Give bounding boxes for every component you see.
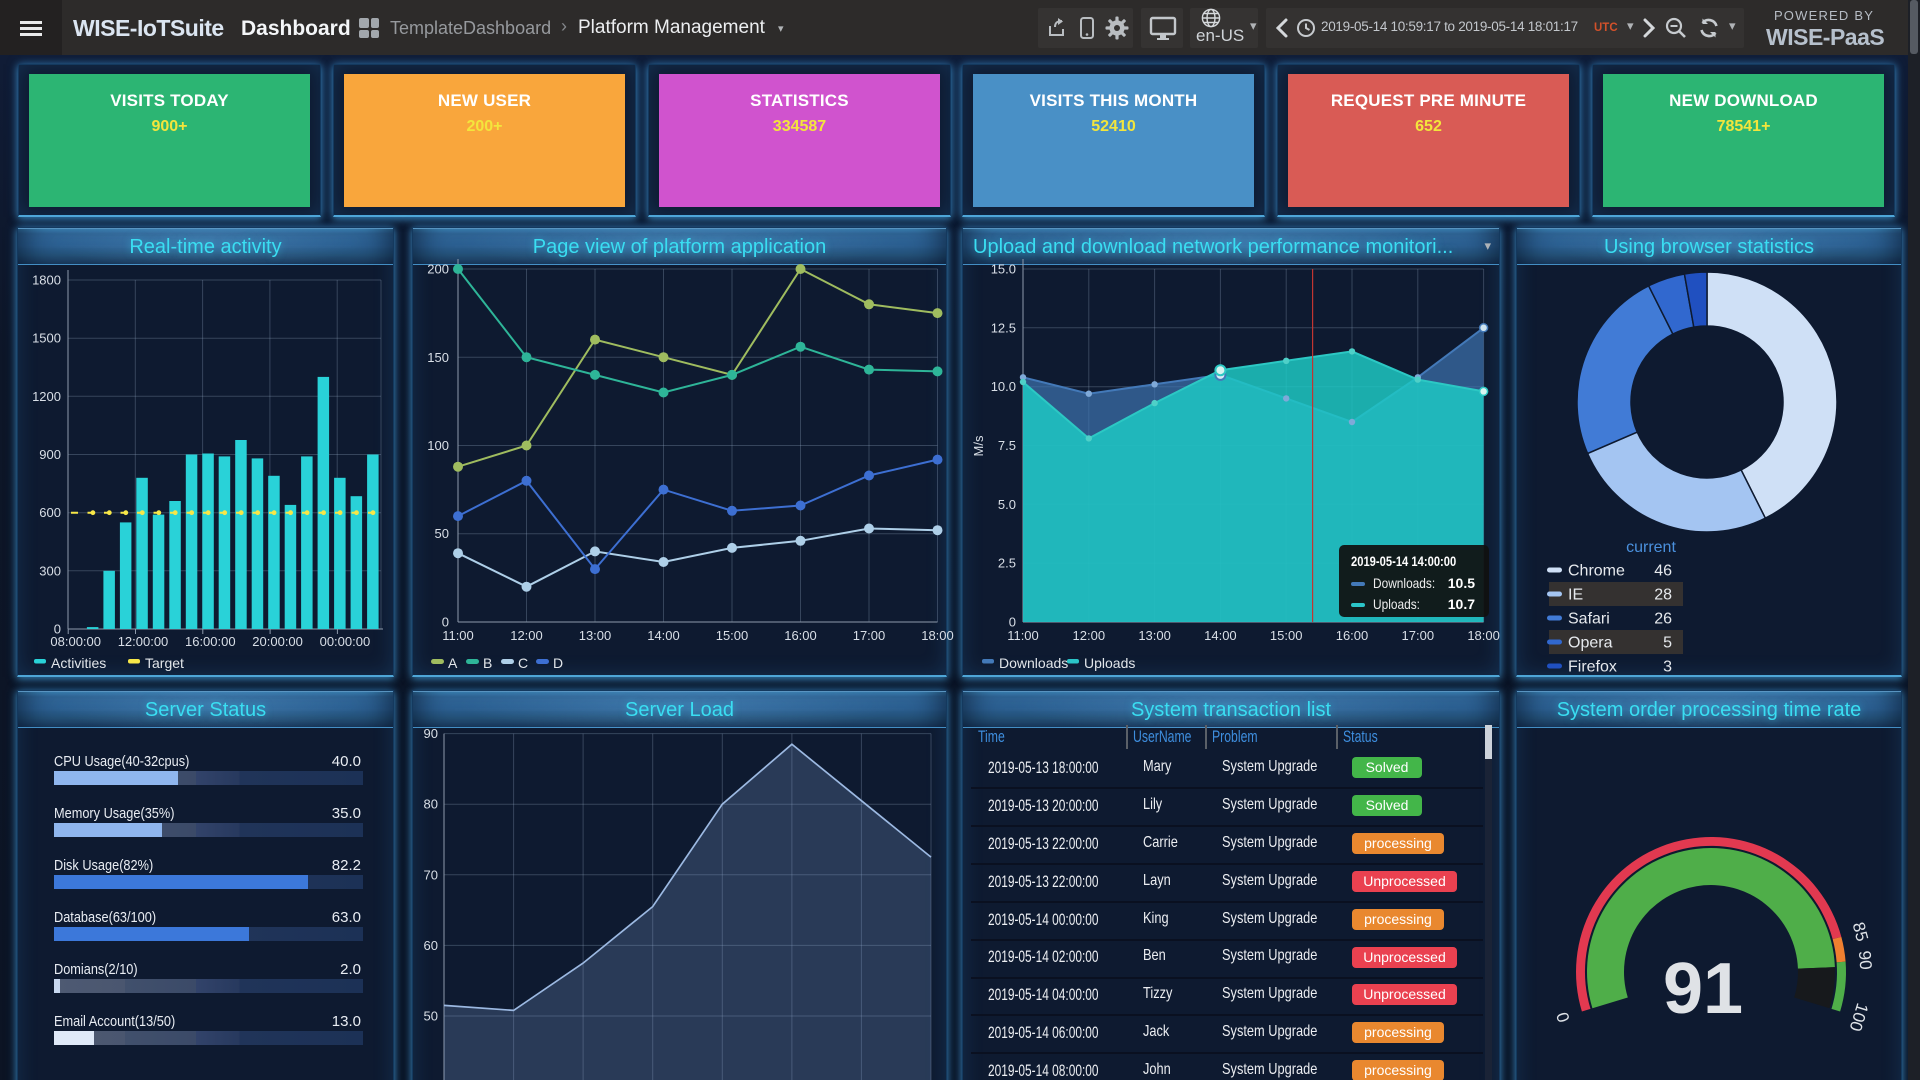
svg-text:80: 80 (424, 797, 438, 812)
svg-text:50: 50 (435, 526, 449, 541)
svg-text:10.0: 10.0 (991, 379, 1016, 394)
svg-text:Target: Target (145, 655, 184, 671)
svg-text:0: 0 (1553, 1010, 1574, 1025)
svg-text:08:00:00: 08:00:00 (50, 634, 101, 649)
svg-text:11:00: 11:00 (442, 628, 474, 643)
svg-text:900: 900 (39, 447, 61, 462)
svg-text:current: current (1626, 539, 1676, 556)
svg-text:Uploads: Uploads (1084, 655, 1135, 671)
svg-text:16:00: 16:00 (1336, 628, 1369, 643)
svg-text:70: 70 (424, 867, 438, 882)
svg-text:7.5: 7.5 (998, 438, 1016, 453)
svg-text:46: 46 (1654, 563, 1672, 580)
svg-text:D: D (553, 655, 563, 671)
svg-text:16:00:00: 16:00:00 (185, 634, 236, 649)
svg-text:20:00:00: 20:00:00 (252, 634, 303, 649)
svg-text:18:00: 18:00 (1467, 628, 1500, 643)
svg-text:0: 0 (442, 615, 449, 630)
svg-text:12:00: 12:00 (510, 628, 543, 643)
svg-text:M/s: M/s (971, 435, 986, 456)
svg-text:2.5: 2.5 (998, 556, 1016, 571)
svg-text:85: 85 (1849, 920, 1872, 943)
svg-text:15:00: 15:00 (716, 628, 749, 643)
svg-text:C: C (518, 655, 528, 671)
svg-text:1800: 1800 (32, 273, 61, 288)
svg-text:14:00: 14:00 (647, 628, 680, 643)
svg-text:18:00: 18:00 (921, 628, 954, 643)
svg-text:5: 5 (1663, 635, 1672, 652)
svg-text:15.0: 15.0 (991, 262, 1016, 277)
svg-text:13:00: 13:00 (1138, 628, 1171, 643)
svg-text:50: 50 (424, 1009, 438, 1024)
svg-text:16:00: 16:00 (784, 628, 817, 643)
svg-text:00:00:00: 00:00:00 (320, 634, 371, 649)
svg-text:600: 600 (39, 505, 61, 520)
svg-text:12.5: 12.5 (991, 320, 1016, 335)
svg-text:B: B (483, 655, 492, 671)
svg-text:0: 0 (1009, 615, 1016, 630)
svg-text:13:00: 13:00 (579, 628, 612, 643)
svg-text:1500: 1500 (32, 331, 61, 346)
svg-text:150: 150 (427, 350, 449, 365)
svg-text:100: 100 (1846, 1001, 1872, 1034)
svg-text:28: 28 (1654, 587, 1672, 604)
svg-text:17:00: 17:00 (853, 628, 886, 643)
svg-text:Opera: Opera (1568, 635, 1613, 652)
svg-text:90: 90 (1855, 950, 1875, 970)
svg-text:200: 200 (427, 262, 449, 277)
svg-text:91: 91 (1663, 949, 1743, 1029)
svg-text:300: 300 (39, 563, 61, 578)
svg-text:Downloads: Downloads (999, 655, 1068, 671)
svg-text:26: 26 (1654, 611, 1672, 628)
svg-text:Firefox: Firefox (1568, 659, 1617, 676)
svg-text:12:00:00: 12:00:00 (118, 634, 169, 649)
svg-text:1200: 1200 (32, 389, 61, 404)
svg-text:17:00: 17:00 (1402, 628, 1435, 643)
svg-text:Safari: Safari (1568, 611, 1610, 628)
svg-text:90: 90 (424, 726, 438, 741)
svg-text:11:00: 11:00 (1007, 628, 1039, 643)
svg-text:5.0: 5.0 (998, 497, 1016, 512)
svg-text:IE: IE (1568, 587, 1583, 604)
svg-text:0: 0 (54, 622, 61, 637)
svg-text:100: 100 (427, 438, 449, 453)
svg-text:A: A (448, 655, 458, 671)
svg-text:60: 60 (424, 938, 438, 953)
svg-text:12:00: 12:00 (1073, 628, 1106, 643)
svg-text:Activities: Activities (51, 655, 106, 671)
svg-text:14:00: 14:00 (1204, 628, 1237, 643)
svg-text:Chrome: Chrome (1568, 563, 1625, 580)
svg-text:15:00: 15:00 (1270, 628, 1303, 643)
svg-text:3: 3 (1663, 659, 1672, 676)
